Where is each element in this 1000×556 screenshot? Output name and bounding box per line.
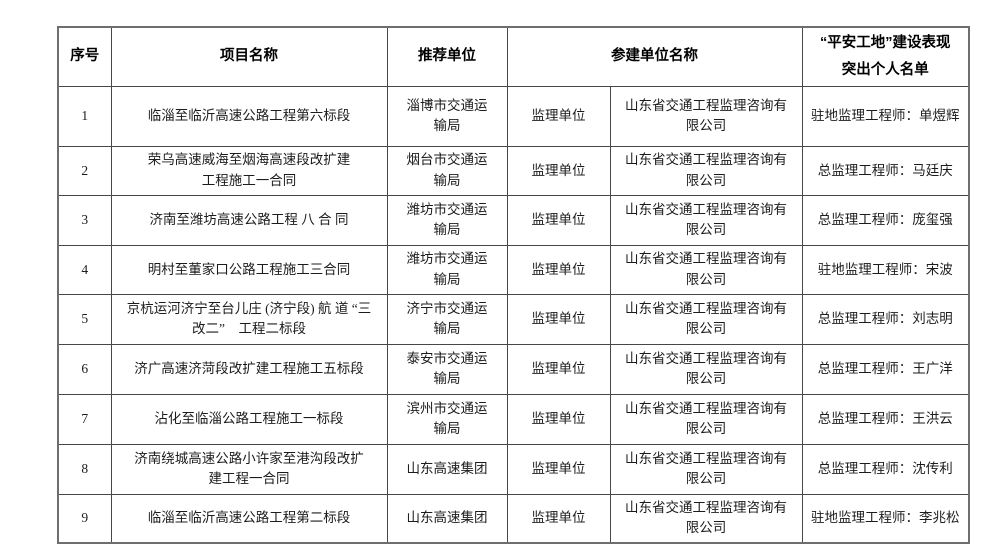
cell-project: 临淄至临沂高速公路工程第六标段: [110, 85, 388, 147]
cell-role: 监理单位: [506, 194, 611, 246]
cell-company: 山东省交通工程监理咨询有 限公司: [609, 343, 803, 395]
table-row: 1 临淄至临沂高速公路工程第六标段 淄博市交通运 输局 监理单位 山东省交通工程…: [57, 85, 970, 147]
cell-project: 明村至董家口公路工程施工三合同: [110, 244, 388, 295]
cell-awardee: 总监理工程师：庞玺强: [801, 194, 970, 246]
cell-seq: 4: [57, 244, 112, 295]
cell-seq: 9: [57, 493, 112, 544]
cell-project: 济广高速济菏段改扩建工程施工五标段: [110, 343, 388, 395]
cell-awardee: 总监理工程师：沈传利: [801, 443, 970, 495]
cell-seq: 5: [57, 293, 112, 345]
cell-role: 监理单位: [506, 443, 611, 495]
cell-project: 京杭运河济宁至台儿庄 (济宁段) 航 道 “三 改二” 工程二标段: [110, 293, 388, 345]
cell-role: 监理单位: [506, 145, 611, 196]
cell-company: 山东省交通工程监理咨询有 限公司: [609, 293, 803, 345]
cell-awardee: 驻地监理工程师：单煜辉: [801, 85, 970, 147]
cell-company: 山东省交通工程监理咨询有 限公司: [609, 244, 803, 295]
table-row: 9 临淄至临沂高速公路工程第二标段 山东高速集团 监理单位 山东省交通工程监理咨…: [57, 493, 970, 544]
cell-project: 临淄至临沂高速公路工程第二标段: [110, 493, 388, 544]
table-row: 8 济南绕城高速公路小许家至港沟段改扩 建工程一合同 山东高速集团 监理单位 山…: [57, 443, 970, 495]
cell-role: 监理单位: [506, 85, 611, 147]
cell-recommender: 潍坊市交通运 输局: [386, 244, 508, 295]
cell-project: 荣乌高速威海至烟海高速段改扩建 工程施工一合同: [110, 145, 388, 196]
table-header-row: 序号 项目名称 推荐单位 参建单位名称 “平安工地”建设表现 突出个人名单: [57, 26, 970, 87]
header-participant: 参建单位名称: [506, 26, 803, 87]
cell-recommender: 济宁市交通运 输局: [386, 293, 508, 345]
cell-company: 山东省交通工程监理咨询有 限公司: [609, 493, 803, 544]
cell-seq: 8: [57, 443, 112, 495]
table-row: 3 济南至潍坊高速公路工程 八 合 同 潍坊市交通运 输局 监理单位 山东省交通…: [57, 194, 970, 246]
header-awardees: “平安工地”建设表现 突出个人名单: [801, 26, 970, 87]
safe-worksite-award-table: 序号 项目名称 推荐单位 参建单位名称 “平安工地”建设表现 突出个人名单 1 …: [57, 26, 970, 545]
header-recommender: 推荐单位: [386, 26, 508, 87]
cell-role: 监理单位: [506, 393, 611, 445]
cell-seq: 1: [57, 85, 112, 147]
cell-role: 监理单位: [506, 244, 611, 295]
cell-awardee: 总监理工程师：王广洋: [801, 343, 970, 395]
cell-recommender: 山东高速集团: [386, 443, 508, 495]
cell-awardee: 总监理工程师：王洪云: [801, 393, 970, 445]
cell-recommender: 山东高速集团: [386, 493, 508, 544]
cell-role: 监理单位: [506, 493, 611, 544]
table-row: 5 京杭运河济宁至台儿庄 (济宁段) 航 道 “三 改二” 工程二标段 济宁市交…: [57, 293, 970, 345]
cell-role: 监理单位: [506, 343, 611, 395]
table-row: 2 荣乌高速威海至烟海高速段改扩建 工程施工一合同 烟台市交通运 输局 监理单位…: [57, 145, 970, 196]
table-row: 6 济广高速济菏段改扩建工程施工五标段 泰安市交通运 输局 监理单位 山东省交通…: [57, 343, 970, 395]
cell-company: 山东省交通工程监理咨询有 限公司: [609, 393, 803, 445]
cell-recommender: 淄博市交通运 输局: [386, 85, 508, 147]
header-project: 项目名称: [110, 26, 388, 87]
cell-awardee: 驻地监理工程师：李兆松: [801, 493, 970, 544]
cell-recommender: 潍坊市交通运 输局: [386, 194, 508, 246]
cell-seq: 3: [57, 194, 112, 246]
cell-project: 沾化至临淄公路工程施工一标段: [110, 393, 388, 445]
cell-company: 山东省交通工程监理咨询有 限公司: [609, 194, 803, 246]
header-seq: 序号: [57, 26, 112, 87]
cell-seq: 7: [57, 393, 112, 445]
cell-company: 山东省交通工程监理咨询有 限公司: [609, 145, 803, 196]
cell-project: 济南至潍坊高速公路工程 八 合 同: [110, 194, 388, 246]
cell-seq: 6: [57, 343, 112, 395]
cell-recommender: 滨州市交通运 输局: [386, 393, 508, 445]
cell-seq: 2: [57, 145, 112, 196]
cell-role: 监理单位: [506, 293, 611, 345]
cell-awardee: 驻地监理工程师：宋波: [801, 244, 970, 295]
table-row: 4 明村至董家口公路工程施工三合同 潍坊市交通运 输局 监理单位 山东省交通工程…: [57, 244, 970, 295]
cell-awardee: 总监理工程师：马廷庆: [801, 145, 970, 196]
cell-company: 山东省交通工程监理咨询有 限公司: [609, 443, 803, 495]
cell-company: 山东省交通工程监理咨询有 限公司: [609, 85, 803, 147]
cell-awardee: 总监理工程师：刘志明: [801, 293, 970, 345]
table-row: 7 沾化至临淄公路工程施工一标段 滨州市交通运 输局 监理单位 山东省交通工程监…: [57, 393, 970, 445]
cell-recommender: 烟台市交通运 输局: [386, 145, 508, 196]
cell-project: 济南绕城高速公路小许家至港沟段改扩 建工程一合同: [110, 443, 388, 495]
cell-recommender: 泰安市交通运 输局: [386, 343, 508, 395]
